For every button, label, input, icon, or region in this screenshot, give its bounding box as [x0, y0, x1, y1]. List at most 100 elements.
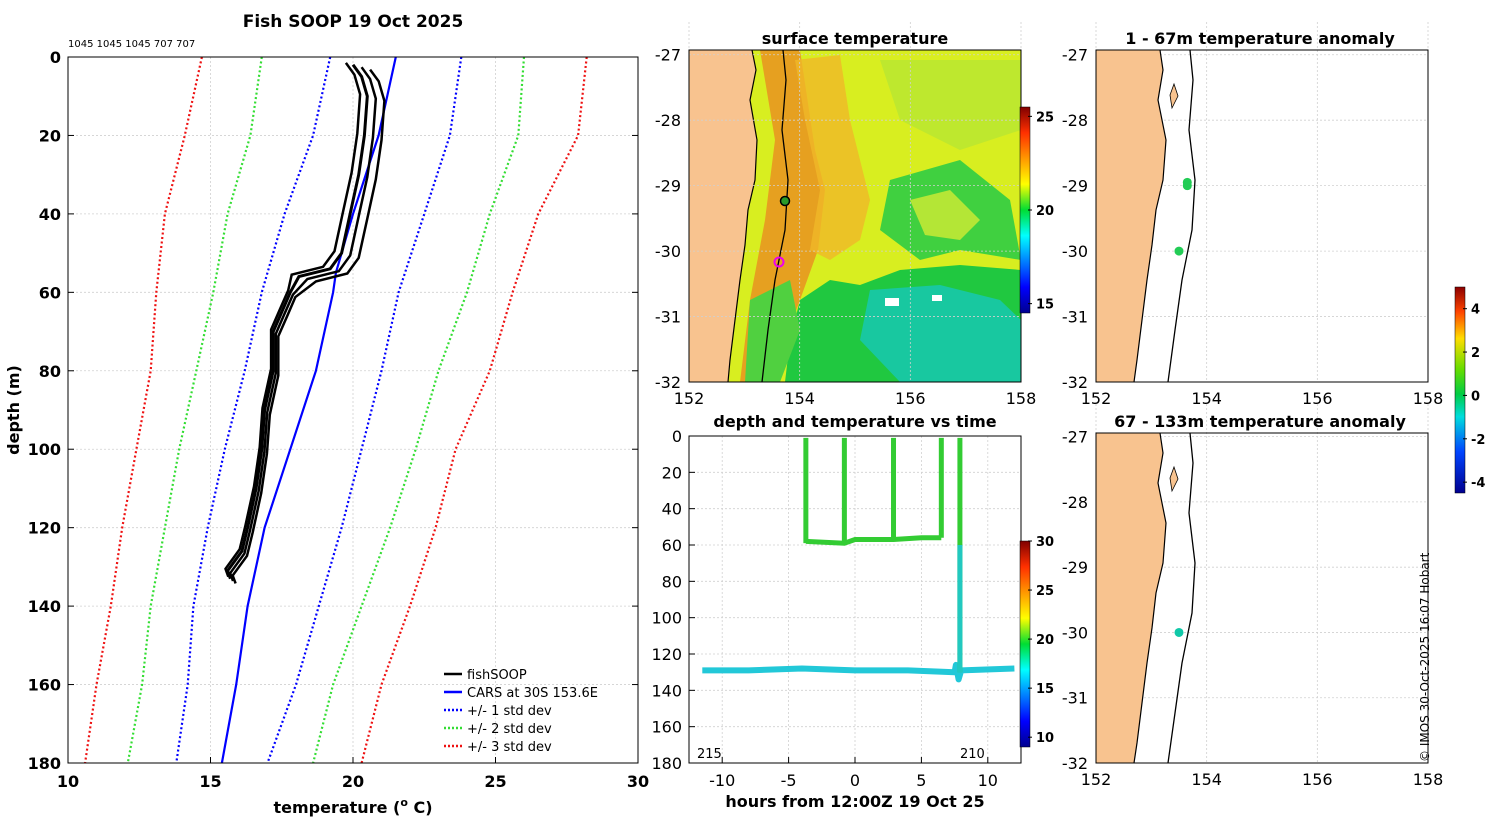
- map-lon-tick-label: 158: [1413, 389, 1444, 408]
- profile-y-ticks: 0 20 40 60 80 100 120 140 160 180: [28, 48, 638, 773]
- map-lat-tick-label: -30: [1062, 242, 1088, 261]
- map-lon-tick-label: 158: [1006, 389, 1037, 408]
- profile-x-ticks: 10 15 20 25 30: [57, 757, 649, 791]
- time-y-tick-label: 0: [672, 427, 682, 446]
- anomaly-top-ticks: 152 154 156 158 -27 -28 -29 -30 -31 -32: [1062, 46, 1443, 408]
- map-lat-tick-label: -30: [1062, 623, 1088, 642]
- anomaly-top-island: [1169, 82, 1179, 110]
- time-y-tick-label: 40: [662, 500, 682, 519]
- anomaly-bottom-title: 67 - 133m temperature anomaly: [1114, 412, 1406, 431]
- time-colorbar: [1019, 540, 1031, 748]
- legend-label: +/- 1 std dev: [467, 704, 552, 719]
- legend-item-2std: +/- 2 std dev: [444, 722, 552, 737]
- sst-eddy-core: [910, 190, 980, 240]
- legend-item-cars: CARS at 30S 153.6E: [444, 686, 598, 701]
- profile-series-line: [231, 68, 386, 584]
- profile-series-line: [266, 56, 463, 764]
- colorbar-tick-label: 2: [1471, 346, 1480, 361]
- map-lon-tick-label: 152: [1081, 389, 1112, 408]
- colorbar-tick-label: -4: [1471, 476, 1485, 491]
- profile-x-tick-label: 25: [484, 772, 506, 791]
- profile-y-tick-label: 80: [39, 362, 61, 381]
- time-x-label: hours from 12:00Z 19 Oct 25: [725, 792, 984, 811]
- map-lat-tick-label: -28: [1062, 111, 1088, 130]
- sst-cool-patch-north: [880, 60, 1021, 150]
- sst-cloud-2: [932, 295, 942, 301]
- sst-map: surface temperature 25 20 15 152 154 156 158 -…: [655, 22, 1054, 408]
- anomaly-bottom-points: [1174, 627, 1184, 637]
- time-x-tick-label: 10: [978, 771, 998, 790]
- colorbar-tick-label: 25: [1036, 584, 1054, 599]
- time-series: [702, 437, 1015, 683]
- sst-coastal-cool: [745, 280, 800, 382]
- time-x-tick-label: 0: [850, 771, 860, 790]
- anomaly-bottom-ticks: 152 154 156 158 -27 -28 -29 -30 -31 -32: [1062, 428, 1443, 789]
- time-gridlines: [689, 435, 1021, 764]
- profile-title: Fish SOOP 19 Oct 2025: [243, 12, 464, 32]
- map-lon-tick-label: 154: [1191, 389, 1222, 408]
- anomaly-colorbar-group: 4 2 0 -2 -4: [1454, 286, 1485, 494]
- map-lon-tick-label: 154: [784, 389, 815, 408]
- anomaly-bottom-point: [1174, 627, 1184, 637]
- time-y-tick-label: 120: [651, 645, 682, 664]
- sst-marker-fish-location: [779, 195, 791, 207]
- anomaly-top-land: [1096, 50, 1166, 382]
- profile-y-tick-label: 40: [39, 205, 61, 224]
- anomaly-map-top: 152 154 156 158 -27 -28 -29 -30 -31 -32 1 - 67m t…: [1062, 22, 1443, 408]
- x-label-sup: o: [400, 796, 408, 809]
- map-lat-tick-label: -31: [1062, 308, 1088, 327]
- colorbar-tick-label: 20: [1036, 633, 1054, 648]
- profile-y-tick-label: 100: [28, 440, 61, 459]
- anomaly-bottom-shelf-contour: [1167, 433, 1196, 763]
- anomaly-bottom-frame: [1095, 432, 1429, 764]
- profile-series-line: [175, 56, 332, 764]
- profile-series-line: [220, 56, 397, 764]
- profile-series-line: [224, 62, 362, 578]
- map-lat-tick-label: -28: [655, 111, 681, 130]
- time-x-tick-label: -5: [781, 771, 797, 790]
- map-lon-tick-label: 156: [895, 389, 926, 408]
- profile-y-tick-label: 140: [28, 597, 61, 616]
- map-lat-tick-label: -27: [655, 46, 681, 65]
- profile-x-label: temperature (o C): [273, 796, 432, 817]
- map-lon-tick-label: 156: [1302, 389, 1333, 408]
- sst-coastline: [727, 50, 758, 382]
- colorbar-tick-label: 20: [1036, 204, 1054, 219]
- time-y-tick-label: 180: [651, 754, 682, 773]
- profile-series-line: [126, 56, 263, 764]
- legend-item-1std: +/- 1 std dev: [444, 704, 552, 719]
- profile-y-tick-label: 0: [50, 48, 61, 67]
- anomaly-colorbar: [1454, 286, 1466, 494]
- legend-label: +/- 2 std dev: [467, 722, 552, 737]
- time-y-tick-label: 20: [662, 463, 682, 482]
- copyright-text: © IMOS 30-Oct-2025 16:07 Hobart: [1418, 552, 1432, 762]
- legend-item-3std: +/- 3 std dev: [444, 740, 552, 755]
- profile-y-tick-label: 180: [28, 754, 61, 773]
- map-lat-tick-label: -31: [655, 308, 681, 327]
- profile-series-line: [225, 63, 369, 580]
- profile-series-line: [84, 56, 203, 764]
- profile-y-tick-label: 120: [28, 519, 61, 538]
- x-label-pre: temperature (: [273, 798, 400, 817]
- anomaly-top-shelf-contour: [1167, 50, 1196, 382]
- legend-item-fishsoop: fishSOOP: [444, 668, 527, 683]
- colorbar-tick-label: -2: [1471, 433, 1485, 448]
- profile-y-tick-label: 60: [39, 283, 61, 302]
- profile-x-tick-label: 10: [57, 772, 79, 791]
- anomaly-top-point: [1182, 181, 1192, 191]
- legend-label: fishSOOP: [467, 668, 527, 683]
- colorbar-tick-label: 0: [1471, 389, 1480, 404]
- profile-y-tick-label: 160: [28, 676, 61, 695]
- legend-label: +/- 3 std dev: [467, 740, 552, 755]
- anomaly-top-coastline: [1133, 50, 1167, 382]
- anomaly-bottom-coastline: [1133, 433, 1167, 763]
- time-colorbar-ticks: 30 25 20 15 10: [1028, 535, 1054, 746]
- sst-colorbar-ticks: 25 20 15: [1028, 110, 1054, 313]
- time-series-deep: [702, 661, 1015, 683]
- map-lon-tick-label: 156: [1302, 770, 1333, 789]
- anomaly-top-frame: [1095, 49, 1429, 383]
- anomaly-top-points: [1174, 177, 1192, 256]
